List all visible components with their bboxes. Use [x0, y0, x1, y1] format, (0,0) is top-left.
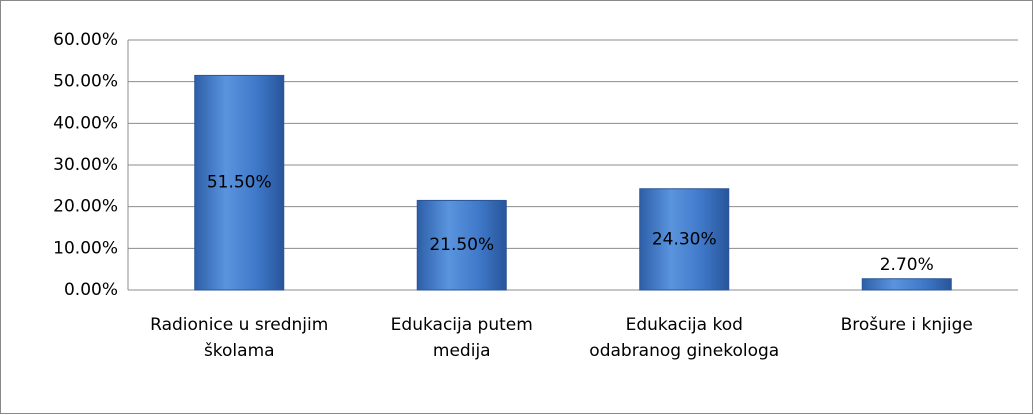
- value-label: 2.70%: [880, 255, 934, 275]
- y-tick-label: 30.00%: [53, 155, 118, 175]
- value-label: 51.50%: [207, 173, 272, 193]
- bar: [194, 74, 285, 291]
- y-tick-label: 50.00%: [53, 72, 118, 92]
- x-tick-label: Brošure i knjige: [840, 315, 973, 335]
- y-tick-label: 0.00%: [64, 280, 118, 300]
- x-tick-label: Edukacija putem medija: [390, 315, 533, 361]
- x-tick-label: Radionice u srednjim školama: [150, 315, 329, 361]
- bar: [639, 188, 730, 291]
- y-tick-label: 40.00%: [53, 113, 118, 133]
- y-tick-label: 60.00%: [53, 30, 118, 50]
- value-label: 21.50%: [429, 235, 494, 255]
- value-label: 24.30%: [652, 229, 717, 249]
- y-tick-label: 20.00%: [53, 197, 118, 217]
- x-tick-label: Edukacija kod odabranog ginekologa: [589, 315, 780, 361]
- y-tick-label: 10.00%: [53, 238, 118, 258]
- bar: [861, 278, 952, 291]
- bar: [416, 199, 507, 291]
